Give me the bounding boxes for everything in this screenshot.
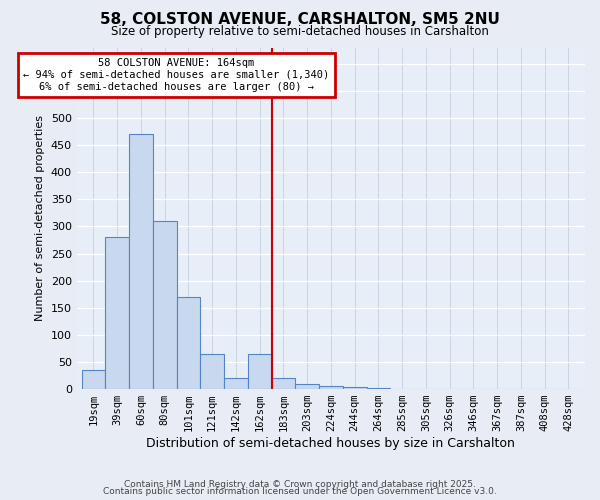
Bar — [153, 221, 176, 389]
Bar — [200, 354, 224, 389]
Y-axis label: Number of semi-detached properties: Number of semi-detached properties — [35, 116, 46, 322]
Bar — [82, 370, 106, 389]
Text: Contains public sector information licensed under the Open Government Licence v3: Contains public sector information licen… — [103, 488, 497, 496]
Text: 58, COLSTON AVENUE, CARSHALTON, SM5 2NU: 58, COLSTON AVENUE, CARSHALTON, SM5 2NU — [100, 12, 500, 28]
Text: 58 COLSTON AVENUE: 164sqm
← 94% of semi-detached houses are smaller (1,340)
6% o: 58 COLSTON AVENUE: 164sqm ← 94% of semi-… — [23, 58, 330, 92]
Bar — [272, 378, 295, 389]
Bar — [367, 388, 390, 389]
Bar — [106, 238, 129, 389]
Bar — [343, 388, 367, 389]
Bar — [248, 354, 272, 389]
Text: Size of property relative to semi-detached houses in Carshalton: Size of property relative to semi-detach… — [111, 25, 489, 38]
Bar — [390, 388, 414, 389]
Text: Contains HM Land Registry data © Crown copyright and database right 2025.: Contains HM Land Registry data © Crown c… — [124, 480, 476, 489]
Bar — [295, 384, 319, 389]
Bar — [129, 134, 153, 389]
Bar — [176, 297, 200, 389]
X-axis label: Distribution of semi-detached houses by size in Carshalton: Distribution of semi-detached houses by … — [146, 437, 515, 450]
Bar — [224, 378, 248, 389]
Bar — [319, 386, 343, 389]
